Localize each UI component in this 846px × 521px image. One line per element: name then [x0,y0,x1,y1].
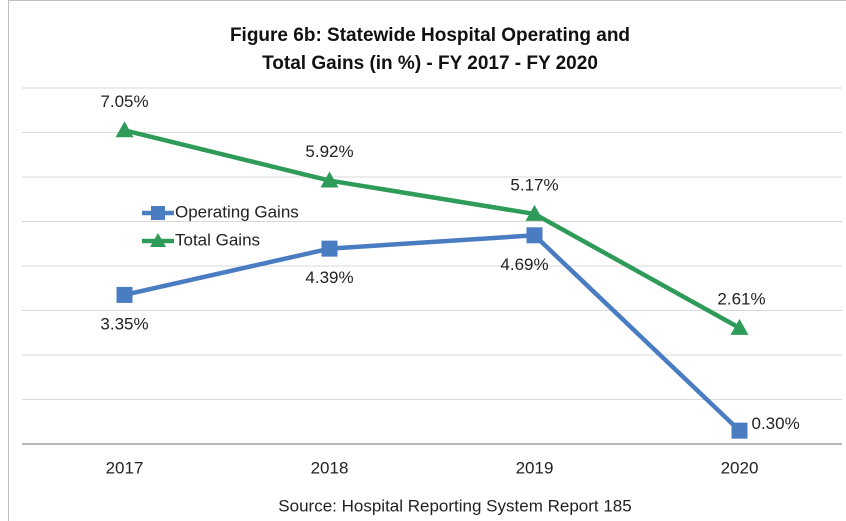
data-label: 5.92% [305,142,353,161]
marker [321,240,338,257]
chart-title: Total Gains (in %) - FY 2017 - FY 2020 [262,53,598,74]
series-line [123,128,741,330]
marker [320,171,339,188]
data-label: 3.35% [100,314,148,333]
source-note: Source: Hospital Reporting System Report… [278,496,631,515]
x-tick-label: 2019 [516,458,554,477]
legend-label: Operating Gains [175,202,299,221]
legend-marker [151,206,165,220]
data-label: 5.17% [510,175,558,194]
data-label: 7.05% [100,92,148,111]
chart-title: Figure 6b: Statewide Hospital Operating … [230,25,630,46]
marker [731,422,748,439]
x-tick-label: 2020 [721,458,759,477]
legend-marker [150,233,166,247]
marker [525,204,544,221]
marker [526,227,543,244]
x-tick-label: 2018 [311,458,349,477]
marker [730,318,749,335]
data-label: 0.30% [752,414,800,433]
x-tick-label: 2017 [106,458,144,477]
legend-label: Total Gains [175,230,260,249]
series-line [124,233,742,433]
marker [115,121,134,138]
data-label: 2.61% [717,289,765,308]
data-label: 4.69% [500,255,548,274]
marker [116,286,133,303]
chart-frame [8,0,846,521]
data-label: 4.39% [305,268,353,287]
